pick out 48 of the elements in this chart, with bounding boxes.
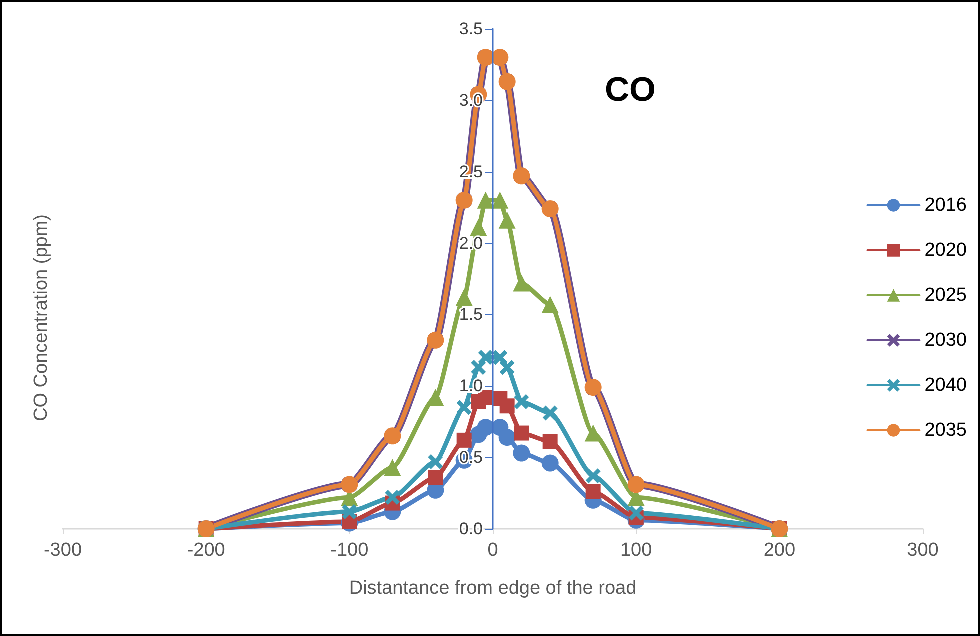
point <box>477 192 494 209</box>
point <box>542 406 558 421</box>
point <box>456 289 473 306</box>
legend-label: 2025 <box>924 285 968 306</box>
y-tick-label: 3.5 <box>459 20 483 38</box>
y-tick-label: 0.0 <box>459 520 483 538</box>
point <box>513 274 530 292</box>
legend-label: 2020 <box>924 240 968 261</box>
point <box>385 490 400 506</box>
point <box>586 468 601 484</box>
point <box>428 454 444 470</box>
x-tick-label: 200 <box>764 540 796 561</box>
y-tick-label: 1.5 <box>459 305 483 324</box>
legend-label: 2016 <box>924 195 968 216</box>
point <box>542 434 558 450</box>
point <box>477 419 494 436</box>
x-tick-label: -100 <box>330 540 369 561</box>
point <box>342 504 358 520</box>
text: CO <box>605 71 656 109</box>
point <box>514 426 530 441</box>
point <box>492 192 509 209</box>
point <box>456 432 472 448</box>
x-axis-title: Distantance from edge of the road <box>349 578 637 599</box>
point <box>500 360 515 376</box>
x-tick-label: -200 <box>187 540 226 561</box>
point <box>478 350 494 366</box>
point <box>471 360 486 376</box>
point <box>428 470 444 486</box>
x-tick-label: 300 <box>907 540 939 561</box>
point <box>456 400 472 416</box>
point <box>500 398 515 414</box>
x-tick-label: 0 <box>488 540 498 561</box>
point <box>542 454 559 472</box>
y-axis-title: CO Concentration (ppm) <box>31 214 52 422</box>
legend-label: 2035 <box>924 420 968 441</box>
point <box>498 212 516 229</box>
legend-label: 2030 <box>924 330 968 351</box>
x-tick-label: 100 <box>620 540 652 561</box>
x-tick-label: -300 <box>44 540 82 561</box>
point <box>513 444 530 462</box>
legend-label: 2040 <box>924 375 968 396</box>
point <box>542 296 559 314</box>
point <box>628 506 644 521</box>
point <box>586 484 601 500</box>
point <box>514 394 530 410</box>
point <box>384 459 402 476</box>
point <box>470 219 488 236</box>
point <box>498 429 516 446</box>
